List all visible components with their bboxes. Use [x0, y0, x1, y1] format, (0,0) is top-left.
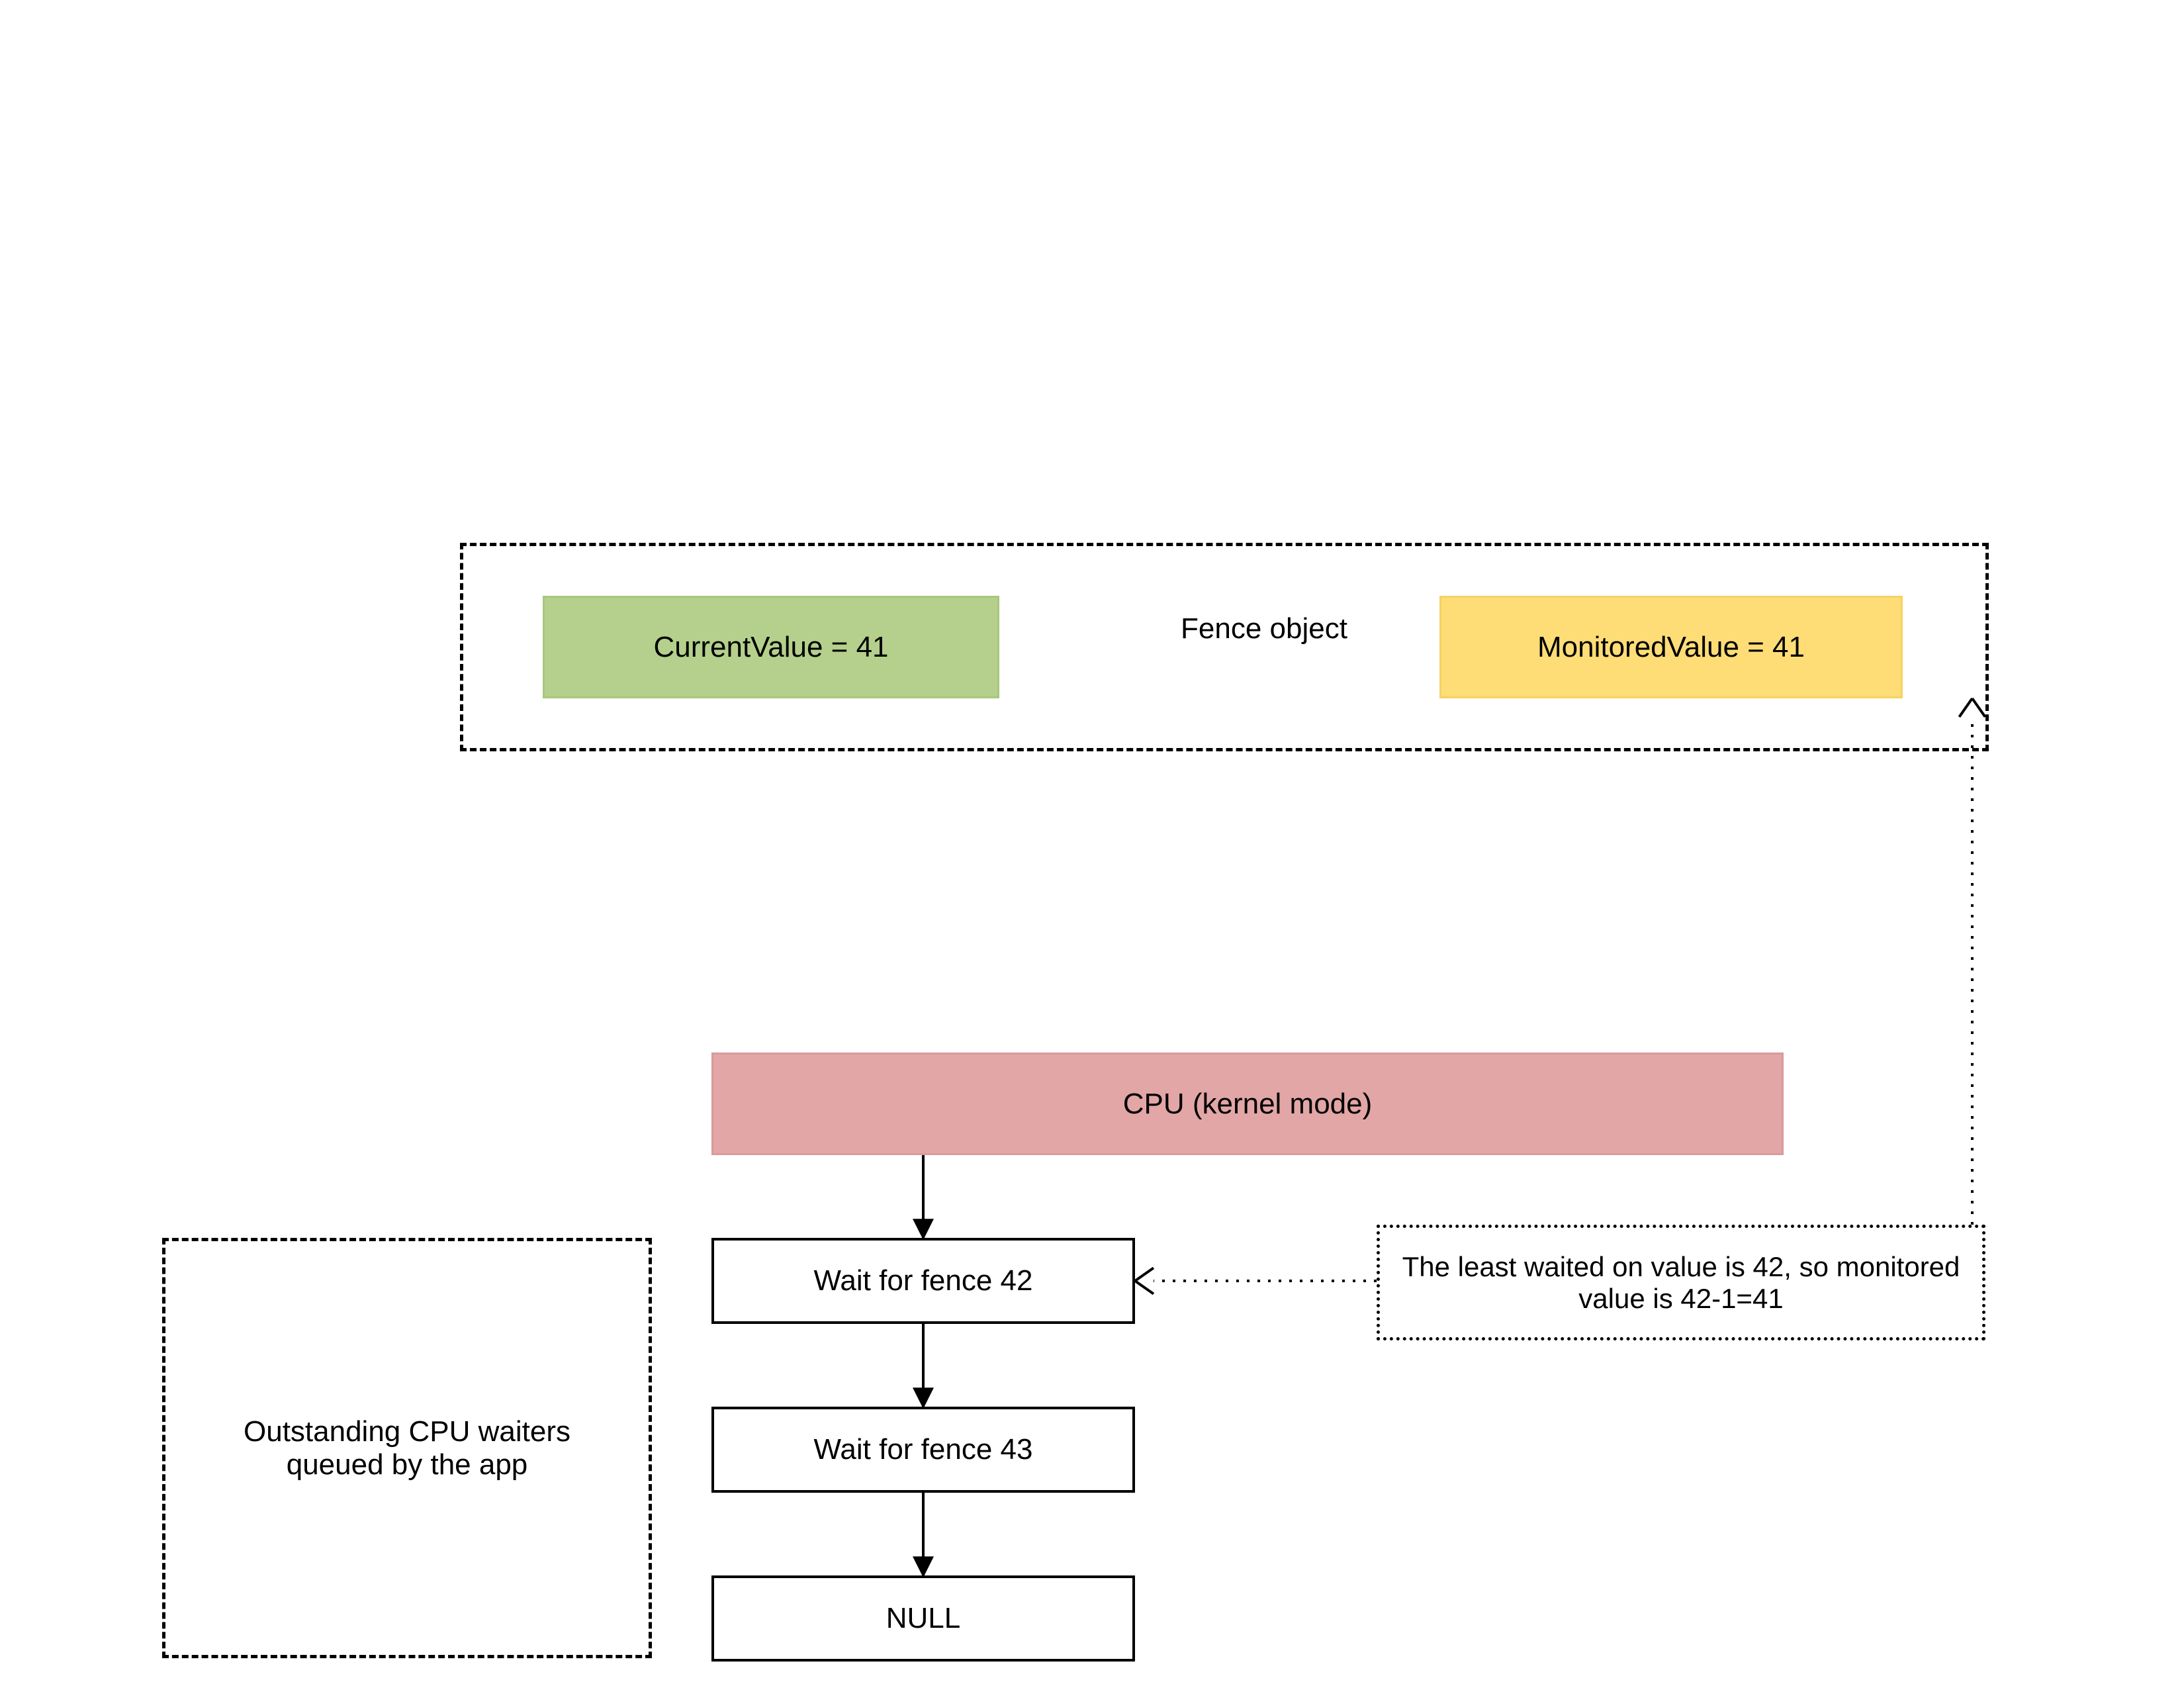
- monitored-value-box: MonitoredValue = 41: [1439, 596, 1903, 698]
- null-box: NULL: [711, 1575, 1135, 1662]
- cpu-kernel-mode-box: CPU (kernel mode): [711, 1053, 1784, 1155]
- wait-fence-43-box: Wait for fence 43: [711, 1407, 1135, 1493]
- wait-fence-42-box: Wait for fence 42: [711, 1238, 1135, 1324]
- outstanding-waiters-note: Outstanding CPU waiters queued by the ap…: [162, 1238, 652, 1658]
- fence-object-label: Fence object: [1145, 609, 1383, 649]
- diagram-canvas: Fence object CurrentValue = 41 Monitored…: [0, 0, 2184, 1688]
- current-value-box: CurrentValue = 41: [543, 596, 999, 698]
- explanation-box: The least waited on value is 42, so moni…: [1377, 1225, 1985, 1340]
